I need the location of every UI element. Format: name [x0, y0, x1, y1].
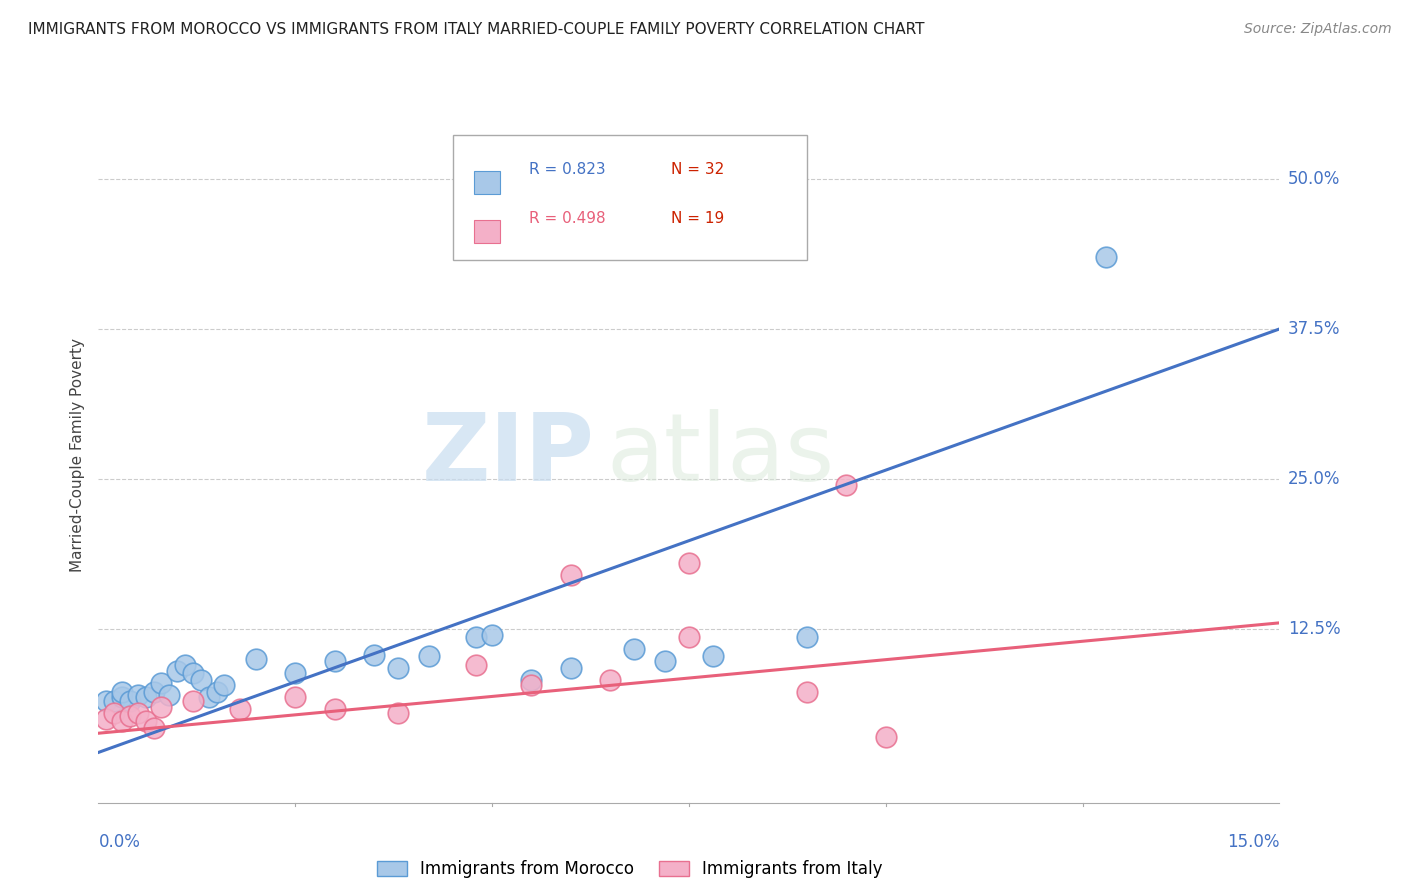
Point — [103, 706, 125, 720]
Point — [796, 630, 818, 644]
Text: atlas: atlas — [606, 409, 835, 501]
Text: 15.0%: 15.0% — [1227, 833, 1279, 851]
Point — [111, 690, 134, 705]
Text: 0.0%: 0.0% — [98, 833, 141, 851]
Point — [118, 709, 141, 723]
Text: N = 32: N = 32 — [671, 162, 724, 178]
Point — [142, 685, 165, 699]
FancyBboxPatch shape — [453, 135, 807, 260]
Point — [229, 702, 252, 716]
Point — [323, 654, 346, 668]
Point — [520, 673, 543, 688]
Point — [214, 678, 236, 692]
Text: 25.0%: 25.0% — [1288, 470, 1340, 488]
Point — [418, 649, 440, 664]
Legend: Immigrants from Morocco, Immigrants from Italy: Immigrants from Morocco, Immigrants from… — [370, 854, 890, 885]
Point — [835, 478, 858, 492]
Point — [150, 676, 173, 690]
Point — [1095, 250, 1118, 264]
Point — [481, 628, 503, 642]
FancyBboxPatch shape — [474, 219, 501, 243]
Point — [181, 694, 204, 708]
Text: 50.0%: 50.0% — [1288, 170, 1340, 188]
Text: 37.5%: 37.5% — [1288, 320, 1340, 338]
Point — [465, 657, 488, 672]
Point — [181, 666, 204, 681]
FancyBboxPatch shape — [474, 171, 501, 194]
Point — [190, 673, 212, 688]
Point — [96, 694, 118, 708]
Point — [387, 706, 409, 720]
Text: IMMIGRANTS FROM MOROCCO VS IMMIGRANTS FROM ITALY MARRIED-COUPLE FAMILY POVERTY C: IMMIGRANTS FROM MOROCCO VS IMMIGRANTS FR… — [28, 22, 925, 37]
Text: 12.5%: 12.5% — [1288, 620, 1340, 638]
Point — [284, 666, 307, 681]
Text: R = 0.498: R = 0.498 — [530, 211, 606, 226]
Point — [111, 685, 134, 699]
Point — [560, 567, 582, 582]
Text: N = 19: N = 19 — [671, 211, 724, 226]
Point — [197, 690, 219, 705]
Point — [127, 706, 149, 720]
Point — [111, 714, 134, 729]
Point — [96, 712, 118, 726]
Point — [135, 690, 157, 705]
Point — [796, 685, 818, 699]
Point — [127, 688, 149, 702]
Point — [205, 685, 228, 699]
Point — [103, 694, 125, 708]
Point — [678, 556, 700, 570]
Text: Source: ZipAtlas.com: Source: ZipAtlas.com — [1244, 22, 1392, 37]
Point — [599, 673, 621, 688]
Point — [284, 690, 307, 705]
Point — [387, 661, 409, 675]
Point — [142, 722, 165, 736]
Point — [560, 661, 582, 675]
Point — [875, 730, 897, 744]
Point — [166, 664, 188, 678]
Point — [157, 688, 180, 702]
Point — [135, 714, 157, 729]
Point — [654, 654, 676, 668]
Point — [465, 630, 488, 644]
Text: R = 0.823: R = 0.823 — [530, 162, 606, 178]
Text: ZIP: ZIP — [422, 409, 595, 501]
Y-axis label: Married-Couple Family Poverty: Married-Couple Family Poverty — [69, 338, 84, 572]
Point — [702, 649, 724, 664]
Point — [150, 699, 173, 714]
Point — [678, 630, 700, 644]
Point — [623, 642, 645, 657]
Point — [323, 702, 346, 716]
Point — [363, 648, 385, 663]
Point — [118, 694, 141, 708]
Point — [520, 678, 543, 692]
Point — [174, 657, 197, 672]
Point — [245, 652, 267, 666]
